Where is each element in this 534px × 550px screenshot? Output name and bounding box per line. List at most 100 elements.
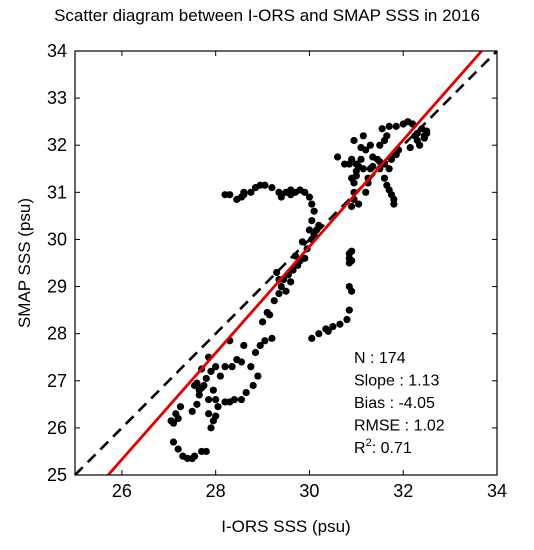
data-point bbox=[310, 207, 318, 215]
data-point bbox=[212, 396, 220, 404]
data-point bbox=[287, 186, 295, 194]
x-tick-label: 32 bbox=[393, 481, 413, 501]
data-point bbox=[390, 200, 398, 208]
y-tick-label: 32 bbox=[47, 135, 67, 155]
data-point bbox=[221, 191, 229, 199]
data-point bbox=[251, 184, 260, 192]
data-point bbox=[230, 396, 239, 404]
data-point bbox=[174, 445, 182, 453]
data-point bbox=[282, 287, 290, 295]
data-point bbox=[249, 381, 257, 390]
data-point bbox=[376, 141, 384, 149]
regression-line bbox=[106, 51, 484, 475]
data-point bbox=[308, 334, 316, 342]
data-point bbox=[207, 424, 215, 432]
data-point bbox=[387, 155, 396, 163]
data-point bbox=[193, 400, 201, 408]
data-point bbox=[308, 217, 316, 225]
data-point bbox=[200, 381, 208, 390]
data-point bbox=[305, 226, 314, 234]
one-to-one-line bbox=[75, 51, 497, 475]
data-point bbox=[242, 388, 250, 397]
data-point bbox=[214, 403, 222, 411]
y-tick-label: 29 bbox=[47, 277, 67, 297]
x-axis-label: I-ORS SSS (psu) bbox=[221, 517, 350, 536]
data-point bbox=[378, 125, 386, 133]
data-point bbox=[176, 403, 185, 411]
data-point bbox=[357, 155, 365, 163]
data-point bbox=[411, 132, 419, 140]
data-point bbox=[348, 257, 356, 265]
data-point bbox=[174, 414, 182, 423]
data-point bbox=[277, 282, 285, 291]
data-point bbox=[305, 193, 314, 201]
data-point bbox=[190, 452, 199, 460]
data-point bbox=[385, 122, 393, 130]
data-point bbox=[221, 363, 229, 371]
data-point bbox=[366, 141, 374, 149]
x-tick-label: 30 bbox=[299, 481, 319, 501]
data-point bbox=[190, 381, 199, 390]
stat-line: Bias : -4.05 bbox=[354, 395, 435, 412]
data-point bbox=[324, 327, 332, 335]
data-point bbox=[240, 188, 248, 196]
data-point bbox=[212, 412, 220, 420]
data-point bbox=[348, 155, 356, 163]
data-point bbox=[216, 372, 224, 380]
data-point bbox=[240, 341, 248, 350]
data-point bbox=[345, 282, 353, 291]
data-point bbox=[308, 200, 316, 208]
data-point bbox=[336, 320, 344, 328]
x-tick-label: 34 bbox=[487, 481, 507, 501]
data-point bbox=[343, 315, 351, 324]
data-point bbox=[202, 374, 210, 383]
data-point bbox=[359, 132, 367, 140]
data-point bbox=[205, 396, 213, 404]
data-point bbox=[385, 165, 393, 173]
data-point bbox=[383, 132, 391, 140]
plot-frame bbox=[74, 50, 498, 476]
data-point bbox=[205, 410, 213, 418]
stat-line: RMSE : 1.02 bbox=[354, 418, 445, 435]
data-point bbox=[380, 174, 389, 182]
y-tick-label: 33 bbox=[47, 88, 67, 108]
data-point bbox=[265, 311, 274, 319]
data-point bbox=[350, 136, 358, 145]
data-point bbox=[348, 202, 356, 211]
data-point bbox=[333, 153, 342, 161]
data-point bbox=[233, 195, 241, 203]
data-point bbox=[268, 334, 276, 342]
data-point bbox=[275, 290, 283, 298]
data-point bbox=[251, 348, 260, 357]
data-point bbox=[329, 323, 337, 331]
data-point bbox=[301, 254, 309, 262]
data-point bbox=[352, 160, 360, 168]
data-point bbox=[270, 297, 278, 305]
data-point bbox=[392, 122, 400, 130]
data-point bbox=[247, 188, 255, 196]
data-point bbox=[369, 162, 377, 171]
y-tick-label: 30 bbox=[47, 229, 67, 249]
data-point bbox=[209, 386, 217, 394]
data-point bbox=[256, 341, 264, 350]
data-point bbox=[188, 407, 196, 415]
data-point bbox=[423, 129, 431, 138]
stat-line: N : 174 bbox=[354, 350, 406, 367]
data-point bbox=[373, 155, 382, 163]
data-point bbox=[352, 167, 360, 175]
y-tick-label: 28 bbox=[47, 324, 67, 344]
data-point bbox=[247, 363, 255, 371]
data-point bbox=[268, 184, 276, 192]
data-point bbox=[355, 200, 363, 208]
data-point bbox=[237, 396, 246, 404]
chart-title: Scatter diagram between I-ORS and SMAP S… bbox=[54, 6, 480, 25]
stat-line: Slope : 1.13 bbox=[354, 373, 440, 390]
data-point bbox=[195, 391, 203, 399]
data-point bbox=[315, 330, 323, 338]
plot-marks bbox=[75, 51, 497, 475]
data-point bbox=[345, 306, 353, 314]
data-point bbox=[406, 143, 414, 152]
data-point bbox=[212, 363, 220, 371]
x-tick-label: 28 bbox=[206, 481, 226, 501]
